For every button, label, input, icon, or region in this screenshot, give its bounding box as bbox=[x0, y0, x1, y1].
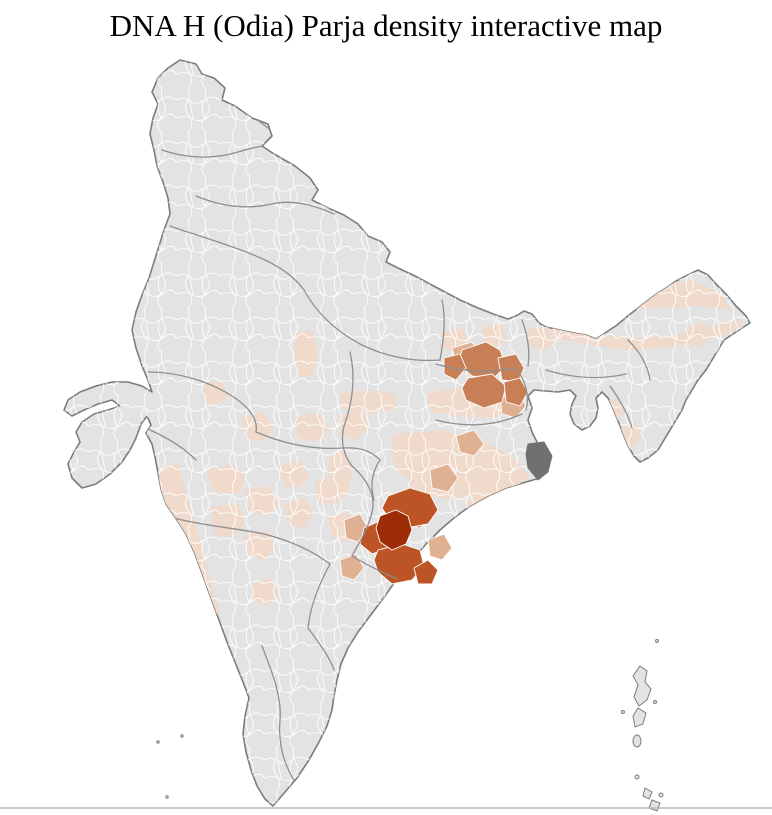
district-grid bbox=[64, 60, 750, 806]
lakshadweep-islands[interactable] bbox=[156, 734, 184, 799]
district-high-density[interactable] bbox=[413, 559, 439, 585]
district-medium-low-density[interactable] bbox=[429, 463, 459, 493]
district-medium-density[interactable] bbox=[503, 377, 529, 407]
district-medium-low-density[interactable] bbox=[427, 533, 453, 561]
district-medium-density[interactable] bbox=[461, 373, 507, 409]
island-territories[interactable] bbox=[156, 639, 664, 812]
map-title: DNA H (Odia) Parja density interactive m… bbox=[109, 8, 663, 43]
district-highest-density[interactable] bbox=[375, 509, 413, 551]
excluded-delta-area[interactable] bbox=[525, 441, 553, 481]
density-districts[interactable] bbox=[339, 341, 553, 585]
district-medium-low-density[interactable] bbox=[339, 553, 365, 581]
district-medium-density[interactable] bbox=[443, 353, 467, 381]
andaman-nicobar-islands[interactable] bbox=[621, 639, 664, 812]
district-medium-low-density[interactable] bbox=[455, 429, 485, 457]
